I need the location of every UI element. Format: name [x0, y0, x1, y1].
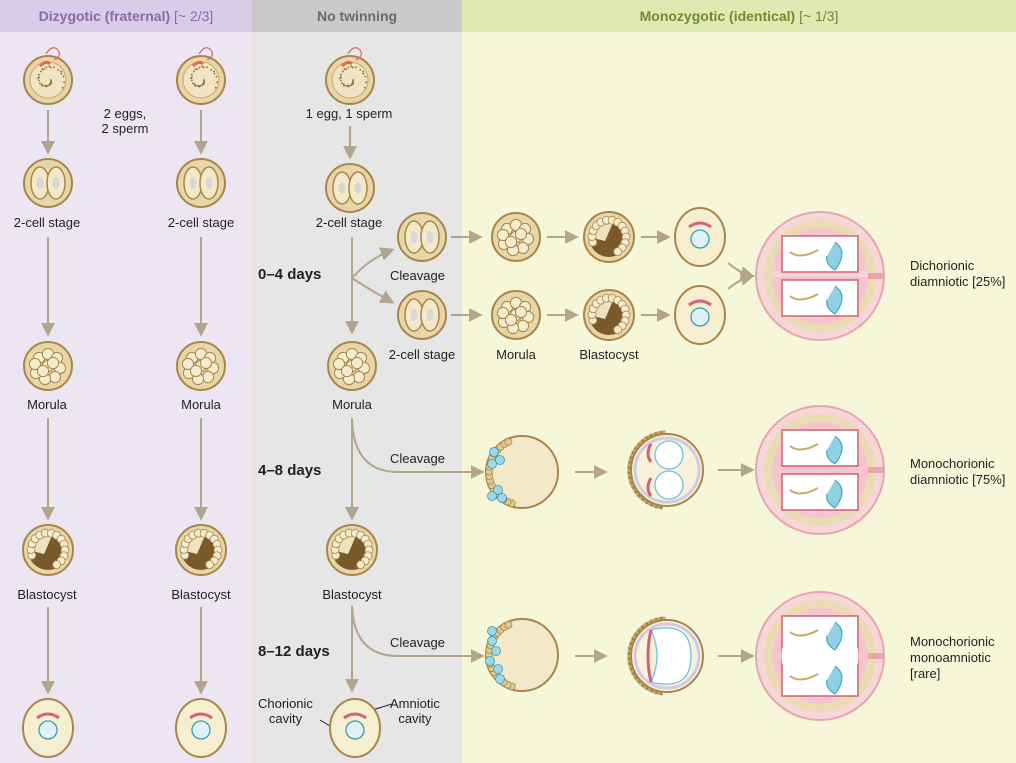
dz-left-morula [23, 341, 73, 391]
outcome-mono-mono-pct: [rare] [910, 666, 941, 681]
dizygotic-ratio: [~ 2/3] [174, 8, 214, 24]
mz-row3-split-blastocyst [485, 618, 559, 692]
no-twinning-morula-label: Morula [332, 397, 372, 412]
dizygotic-two-cell-right-label: 2-cell stage [167, 215, 235, 230]
dz-right-implanted [175, 698, 227, 758]
mz-morula-bottom [491, 290, 541, 340]
no-twinning-header: No twinning [252, 0, 462, 32]
outcome-dichorionic-name: Dichorionic diamniotic [910, 258, 975, 289]
dizygotic-header: Dizygotic (fraternal) [~ 2/3] [0, 0, 252, 32]
mono-morula-label: Morula [496, 347, 536, 362]
mz-row2-split-blastocyst [485, 435, 559, 509]
dizygotic-blastocyst-right-label: Blastocyst [171, 587, 231, 602]
monozygotic-column-bg [462, 0, 1016, 763]
mz-row3-embryo [627, 616, 704, 696]
nt-zygote [325, 47, 375, 105]
cleavage-curve-bottom [351, 277, 395, 304]
monozygotic-header-bg [462, 0, 1016, 32]
placenta-mono-di [755, 405, 885, 535]
chorionic-cavity-label: Chorionic cavity [258, 696, 313, 726]
arrows-layer [41, 110, 755, 735]
mz-two-cell-top [397, 212, 447, 262]
monozygotic-ratio: [~ 1/3] [799, 8, 839, 24]
dz-right-two-cell [176, 158, 226, 208]
dizygotic-morula-right-label: Morula [181, 397, 221, 412]
dizygotic-morula-left-label: Morula [27, 397, 67, 412]
monozygotic-title: Monozygotic (identical) [639, 8, 796, 24]
cleavage-curve-row3 [351, 605, 485, 663]
mz-two-cell-bottom [397, 290, 447, 340]
outcome-dichorionic: Dichorionic diamniotic [25%] [910, 258, 1005, 290]
outcome-mono-di-pct: [75%] [972, 472, 1006, 487]
monozygotic-header: Monozygotic (identical) [~ 1/3] [462, 0, 1016, 32]
no-twinning-two-cell-label: 2-cell stage [315, 215, 383, 230]
mono-blastocyst-label: Blastocyst [579, 347, 639, 362]
dz-right-blastocyst [175, 524, 227, 576]
amniotic-cavity-label: Amniotic cavity [390, 696, 440, 726]
dz-left-two-cell [23, 158, 73, 208]
timing-0-4-days: 0–4 days [258, 266, 322, 283]
cleavage-label-2: Cleavage [390, 451, 445, 466]
dizygotic-title: Dizygotic (fraternal) [38, 8, 171, 24]
dz-left-zygote [23, 47, 73, 105]
mz-implanted-bottom [674, 285, 726, 345]
mz-merge-bottom [727, 271, 755, 290]
dizygotic-fertilization-label: 2 eggs, 2 sperm [101, 106, 149, 136]
outcome-mono-di-name: Monochorionic diamniotic [910, 456, 995, 487]
mz-morula-top [491, 212, 541, 262]
outcome-dichorionic-pct: [25%] [972, 274, 1006, 289]
mz-row2-embryo [627, 430, 704, 510]
nt-two-cell [325, 163, 375, 213]
placenta-dichorionic [755, 211, 885, 341]
cleavage-label-1: Cleavage [390, 268, 445, 283]
dizygotic-header-bg [0, 0, 252, 32]
cleavage-label-3: Cleavage [390, 635, 445, 650]
cells-layer [22, 47, 885, 758]
no-twinning-header-bg [252, 0, 462, 32]
cleavage-curve-top [351, 247, 395, 279]
dz-left-implanted [22, 698, 74, 758]
no-twinning-fertilization-label: 1 egg, 1 sperm [305, 106, 393, 121]
no-twinning-blastocyst-label: Blastocyst [322, 587, 382, 602]
timing-4-8-days: 4–8 days [258, 462, 322, 479]
outcome-mono-mono: Monochorionic monoamniotic [rare] [910, 634, 995, 682]
cleavage-curve-row2 [351, 419, 485, 479]
nt-morula [327, 341, 377, 391]
split-two-cell-label: 2-cell stage [388, 347, 456, 362]
dizygotic-blastocyst-left-label: Blastocyst [17, 587, 77, 602]
timing-8-12-days: 8–12 days [258, 643, 330, 660]
dz-left-blastocyst [22, 524, 74, 576]
nt-implanted [329, 698, 381, 758]
mz-blastocyst-bottom [583, 289, 635, 341]
nt-blastocyst [326, 524, 378, 576]
outcome-mono-di: Monochorionic diamniotic [75%] [910, 456, 1005, 488]
outcome-mono-mono-name: Monochorionic monoamniotic [910, 634, 995, 665]
dizygotic-two-cell-left-label: 2-cell stage [13, 215, 81, 230]
placenta-mono-mono [755, 591, 885, 721]
mz-implanted-top [674, 207, 726, 267]
dz-right-zygote [176, 47, 226, 105]
dz-right-morula [176, 341, 226, 391]
no-twinning-title: No twinning [316, 8, 398, 24]
mz-blastocyst-top [583, 211, 635, 263]
